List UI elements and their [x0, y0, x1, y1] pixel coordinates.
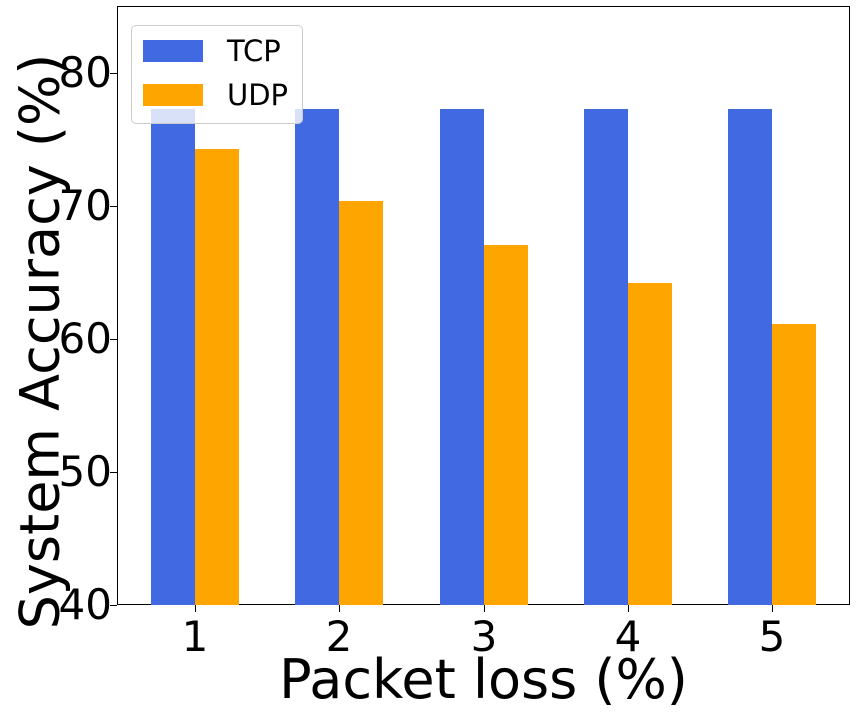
x-tick-mark: [628, 605, 630, 612]
bar-udp-2: [339, 200, 383, 605]
legend-swatch: [143, 40, 203, 62]
legend-label: UDP: [227, 78, 289, 112]
x-tick-label: 1: [181, 612, 209, 661]
legend: TCP UDP: [131, 25, 303, 124]
bar-tcp-5: [728, 108, 772, 605]
bar-tcp-1: [151, 108, 195, 605]
y-tick-label: 50: [58, 447, 112, 496]
x-tick-mark: [195, 605, 197, 612]
y-tick-label: 80: [58, 48, 112, 97]
bar-udp-4: [628, 283, 672, 605]
bar-udp-1: [195, 148, 239, 605]
x-tick-label: 5: [758, 612, 786, 661]
legend-swatch: [143, 84, 203, 106]
y-tick-mark: [110, 339, 117, 341]
y-tick-label: 40: [58, 580, 112, 629]
bar-udp-3: [484, 244, 528, 605]
legend-label: TCP: [227, 34, 281, 68]
bar-udp-5: [772, 324, 816, 605]
y-tick-label: 60: [58, 314, 112, 363]
x-tick-label: 2: [325, 612, 353, 661]
bar-tcp-2: [295, 108, 339, 605]
legend-item-tcp: TCP: [143, 34, 281, 68]
y-axis-label: System Accuracy (%): [8, 53, 72, 630]
x-axis-label: Packet loss (%): [279, 648, 688, 711]
x-tick-label: 3: [470, 612, 498, 661]
y-tick-label: 70: [58, 181, 112, 230]
bar-tcp-4: [584, 108, 628, 605]
x-tick-mark: [339, 605, 341, 612]
legend-item-udp: UDP: [143, 78, 288, 112]
y-tick-mark: [110, 472, 117, 474]
y-tick-mark: [110, 206, 117, 208]
x-tick-label: 4: [614, 612, 642, 661]
bar-tcp-3: [440, 108, 484, 605]
x-tick-mark: [772, 605, 774, 612]
x-tick-mark: [484, 605, 486, 612]
y-tick-mark: [110, 73, 117, 75]
y-tick-mark: [110, 605, 117, 607]
